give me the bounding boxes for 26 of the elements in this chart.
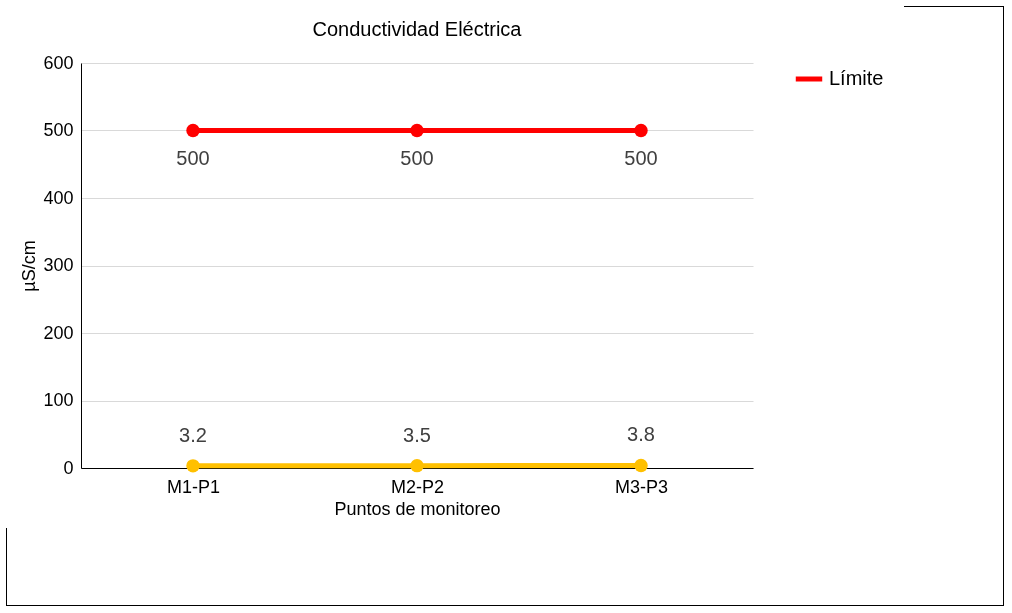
y-axis-title: µS/cm [19, 240, 40, 292]
point [634, 458, 648, 473]
point [410, 123, 424, 138]
x-tick-label: M1-P1 [166, 476, 221, 497]
y-tick-label: 500 [43, 120, 74, 140]
data-label: 500 [624, 146, 658, 169]
point [410, 458, 424, 473]
data-label: 3.5 [403, 423, 431, 446]
point [634, 123, 648, 138]
data-label: 3.2 [179, 423, 207, 446]
x-tick-label: M3-P3 [614, 476, 669, 497]
y-tick-label: 200 [43, 322, 74, 343]
y-tick-label: 300 [43, 255, 74, 275]
data-label: 500 [176, 146, 210, 169]
y-tick-label: 0 [63, 457, 74, 478]
chart-title: Conductividad Eléctrica [312, 18, 523, 40]
point [186, 459, 200, 473]
data-label: 500 [400, 146, 434, 169]
data-label: 3.8 [627, 423, 655, 446]
x-axis-title: Puntos de monitoreo [334, 498, 501, 519]
y-tick-label: 400 [43, 187, 74, 208]
y-tick-label: 600 [43, 52, 74, 73]
x-tick-label: M2-P2 [390, 476, 445, 497]
point [186, 123, 200, 138]
legend-label: Límite [829, 67, 884, 89]
y-tick-label: 100 [43, 390, 74, 410]
